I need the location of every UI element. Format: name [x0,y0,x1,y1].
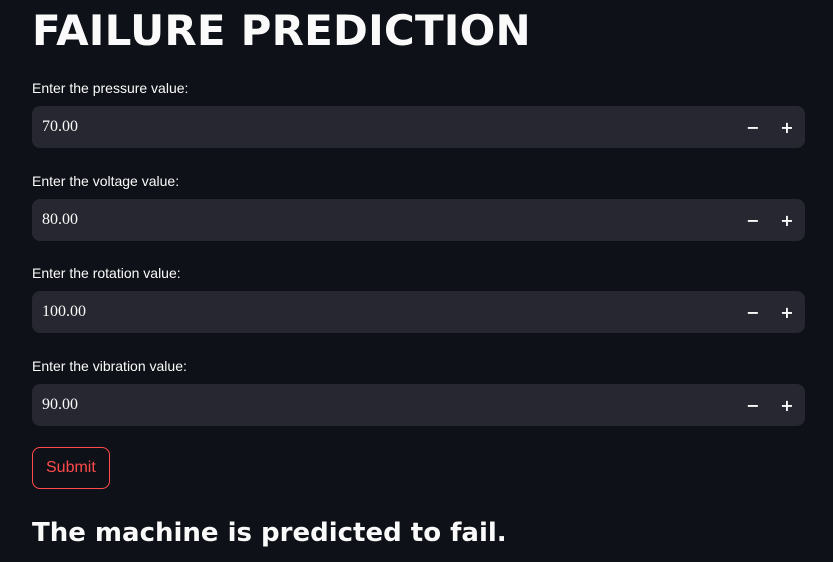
vibration-field: Enter the vibration value: − + [32,356,805,426]
pressure-input[interactable] [32,106,736,148]
rotation-number-input: − + [32,291,805,333]
page-title: FAILURE PREDICTION [32,6,531,55]
vibration-decrement-button[interactable]: − [746,395,760,415]
vibration-number-input: − + [32,384,805,426]
submit-button[interactable]: Submit [32,447,110,489]
rotation-input[interactable] [32,291,736,333]
rotation-decrement-button[interactable]: − [746,302,760,322]
pressure-field: Enter the pressure value: − + [32,78,805,148]
pressure-number-input: − + [32,106,805,148]
voltage-decrement-button[interactable]: − [746,210,760,230]
rotation-increment-button[interactable]: + [780,302,794,322]
voltage-input[interactable] [32,199,736,241]
pressure-increment-button[interactable]: + [780,117,794,137]
vibration-increment-button[interactable]: + [780,395,794,415]
voltage-number-input: − + [32,199,805,241]
rotation-field: Enter the rotation value: − + [32,263,805,333]
vibration-input[interactable] [32,384,736,426]
prediction-result: The machine is predicted to fail. [32,518,507,548]
voltage-field: Enter the voltage value: − + [32,171,805,241]
rotation-label: Enter the rotation value: [32,265,181,281]
vibration-label: Enter the vibration value: [32,358,187,374]
voltage-label: Enter the voltage value: [32,173,180,189]
pressure-label: Enter the pressure value: [32,80,189,96]
voltage-increment-button[interactable]: + [780,210,794,230]
pressure-decrement-button[interactable]: − [746,117,760,137]
